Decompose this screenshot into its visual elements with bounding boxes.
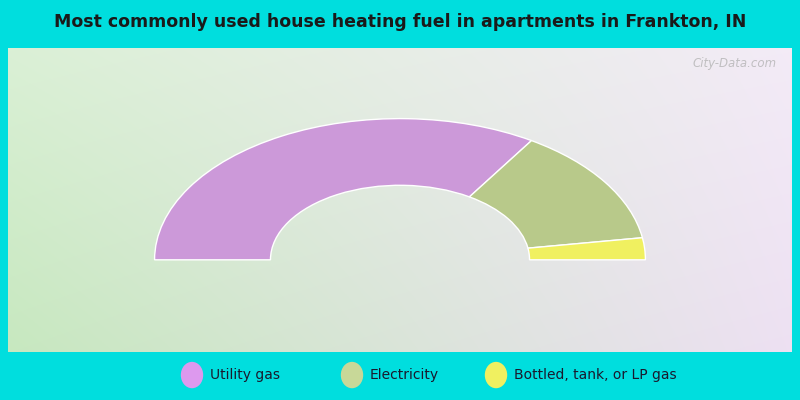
Ellipse shape: [485, 362, 507, 388]
Text: Most commonly used house heating fuel in apartments in Frankton, IN: Most commonly used house heating fuel in…: [54, 13, 746, 31]
Wedge shape: [528, 238, 646, 260]
Ellipse shape: [181, 362, 203, 388]
Text: City-Data.com: City-Data.com: [692, 57, 776, 70]
Text: Electricity: Electricity: [370, 368, 438, 382]
Ellipse shape: [341, 362, 363, 388]
Wedge shape: [470, 140, 642, 248]
Text: Utility gas: Utility gas: [210, 368, 280, 382]
Wedge shape: [154, 119, 531, 260]
Text: Bottled, tank, or LP gas: Bottled, tank, or LP gas: [514, 368, 676, 382]
